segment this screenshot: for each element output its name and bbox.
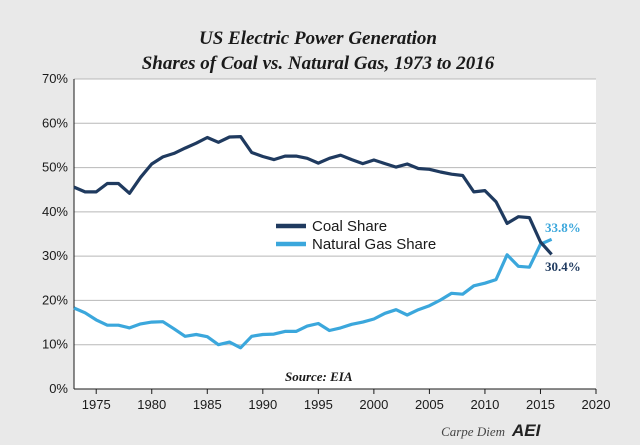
x-tick-label: 1980	[137, 397, 166, 412]
y-tick-label: 40%	[42, 204, 68, 219]
chart-subtitle: Shares of Coal vs. Natural Gas, 1973 to …	[142, 53, 495, 74]
x-tick-label: 1990	[248, 397, 277, 412]
gas-end-label: 33.8%	[545, 220, 581, 235]
natural-gas-share-line	[73, 237, 553, 350]
y-axis-ticks: 0% 10% 20% 30% 40% 50% 60% 70%	[42, 71, 68, 396]
y-tick-label: 10%	[42, 337, 68, 352]
series-lines	[73, 135, 553, 350]
chart-title: US Electric Power Generation	[199, 28, 437, 49]
legend: Coal Share Natural Gas Share	[276, 218, 436, 253]
coal-share-line	[73, 135, 553, 256]
x-tick-label: 2020	[582, 397, 611, 412]
x-tick-label: 2015	[526, 397, 555, 412]
x-tick-label: 1995	[304, 397, 333, 412]
x-tick-label: 2000	[359, 397, 388, 412]
aei-logo: AEI	[511, 421, 542, 440]
x-tick-label: 2010	[470, 397, 499, 412]
legend-coal-label: Coal Share	[312, 218, 387, 235]
x-tick-label: 1975	[82, 397, 111, 412]
y-tick-label: 70%	[42, 71, 68, 86]
y-tick-label: 30%	[42, 248, 68, 263]
y-tick-label: 20%	[42, 292, 68, 307]
x-tick-label: 2005	[415, 397, 444, 412]
plot-area	[74, 79, 596, 389]
y-tick-label: 50%	[42, 160, 68, 175]
coal-end-label: 30.4%	[545, 259, 581, 274]
legend-gas-label: Natural Gas Share	[312, 236, 436, 253]
x-axis-ticks: 1975 1980 1985 1990 1995 2000 2005 2010 2015 2020	[82, 389, 611, 412]
footer-credit: Carpe Diem	[441, 424, 505, 439]
y-tick-label: 60%	[42, 115, 68, 130]
gridlines	[73, 78, 596, 390]
source-note: Source: EIA	[285, 369, 353, 384]
x-tick-label: 1985	[193, 397, 222, 412]
y-tick-label: 0%	[49, 381, 68, 396]
